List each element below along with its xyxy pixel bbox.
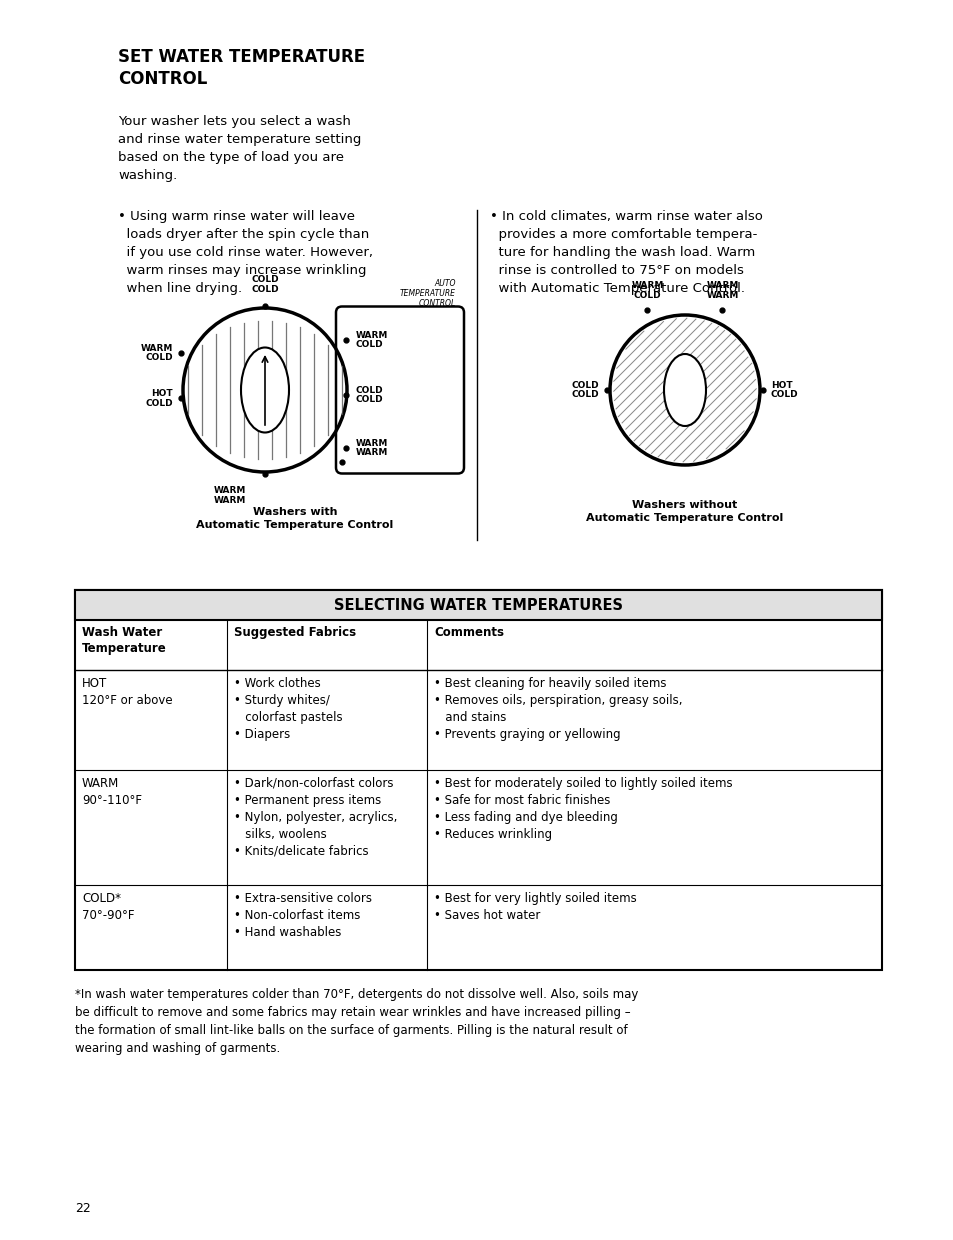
Text: HOT
COLD: HOT COLD: [145, 389, 172, 408]
Text: • In cold climates, warm rinse water also
  provides a more comfortable tempera-: • In cold climates, warm rinse water als…: [490, 210, 762, 295]
Text: Suggested Fabrics: Suggested Fabrics: [233, 626, 355, 639]
Text: Wash Water
Temperature: Wash Water Temperature: [82, 626, 167, 655]
Text: WARM
COLD: WARM COLD: [355, 331, 388, 350]
Text: COLD
COLD: COLD COLD: [251, 275, 278, 294]
Text: WARM
WARM: WARM WARM: [705, 281, 738, 300]
Text: • Extra-sensitive colors
• Non-colorfast items
• Hand washables: • Extra-sensitive colors • Non-colorfast…: [233, 892, 372, 939]
Text: COLD
COLD: COLD COLD: [571, 381, 598, 399]
Text: SET WATER TEMPERATURE
CONTROL: SET WATER TEMPERATURE CONTROL: [118, 48, 365, 88]
Text: HOT
COLD: HOT COLD: [770, 381, 798, 399]
Text: • Best for moderately soiled to lightly soiled items
• Safe for most fabric fini: • Best for moderately soiled to lightly …: [434, 777, 732, 841]
Text: WARM
WARM: WARM WARM: [355, 439, 388, 458]
Text: • Best cleaning for heavily soiled items
• Removes oils, perspiration, greasy so: • Best cleaning for heavily soiled items…: [434, 677, 681, 742]
Text: Washers without
Automatic Temperature Control: Washers without Automatic Temperature Co…: [586, 500, 782, 523]
Text: • Using warm rinse water will leave
  loads dryer after the spin cycle than
  if: • Using warm rinse water will leave load…: [118, 210, 373, 295]
Text: SELECTING WATER TEMPERATURES: SELECTING WATER TEMPERATURES: [334, 598, 622, 613]
Text: WARM
WARM: WARM WARM: [213, 486, 246, 505]
Text: HOT
120°F or above: HOT 120°F or above: [82, 677, 172, 707]
Text: WARM
COLD: WARM COLD: [631, 281, 663, 300]
Text: • Work clothes
• Sturdy whites/
   colorfast pastels
• Diapers: • Work clothes • Sturdy whites/ colorfas…: [233, 677, 342, 742]
Text: *In wash water temperatures colder than 70°F, detergents do not dissolve well. A: *In wash water temperatures colder than …: [75, 988, 638, 1055]
Text: AUTO
TEMPERATURE
CONTROL: AUTO TEMPERATURE CONTROL: [399, 279, 456, 308]
Text: WARM
COLD: WARM COLD: [140, 343, 172, 362]
Text: WARM
90°-110°F: WARM 90°-110°F: [82, 777, 142, 807]
Text: • Dark/non-colorfast colors
• Permanent press items
• Nylon, polyester, acrylics: • Dark/non-colorfast colors • Permanent …: [233, 777, 397, 858]
Text: Your washer lets you select a wash
and rinse water temperature setting
based on : Your washer lets you select a wash and r…: [118, 115, 361, 182]
Text: Comments: Comments: [434, 626, 503, 639]
Bar: [75, 590, 882, 970]
Text: Washers with
Automatic Temperature Control: Washers with Automatic Temperature Contr…: [196, 507, 394, 531]
Text: COLD
COLD: COLD COLD: [355, 386, 383, 404]
Ellipse shape: [241, 347, 289, 433]
Text: • Best for very lightly soiled items
• Saves hot water: • Best for very lightly soiled items • S…: [434, 892, 636, 923]
Bar: [75, 590, 882, 620]
Text: COLD*
70°-90°F: COLD* 70°-90°F: [82, 892, 134, 923]
Text: 22: 22: [75, 1202, 91, 1215]
Ellipse shape: [663, 353, 705, 427]
FancyBboxPatch shape: [335, 306, 463, 474]
